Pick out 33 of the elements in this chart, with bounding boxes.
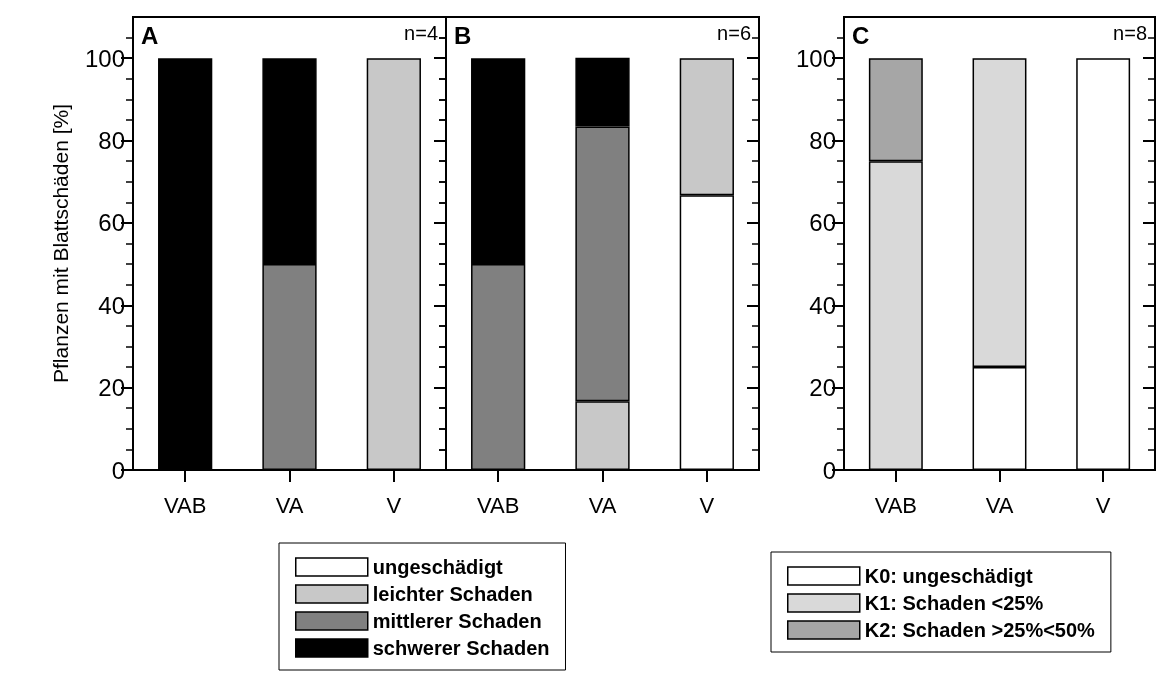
legend-label: K2: Schaden >25%<50% (864, 619, 1096, 641)
annotation: B (454, 21, 472, 49)
x-tick-label: V (386, 492, 402, 518)
legend-label: schwerer Schaden (372, 637, 550, 659)
x-tick-label: VA (588, 492, 617, 518)
annotation: n=8 (1113, 22, 1148, 44)
x-tick-label: VAB (163, 492, 207, 518)
x-tick-label: V (1095, 492, 1111, 518)
legend-label: mittlerer Schaden (372, 610, 542, 632)
y-axis-title: Pflanzen mit Blattschäden [%] (49, 104, 72, 383)
annotation: A (141, 21, 159, 49)
legend-label: K0: ungeschädigt (864, 565, 1033, 587)
x-tick-label: VA (985, 492, 1014, 518)
y-tick-label: 40 (809, 291, 836, 319)
y-tick-label: 100 (84, 44, 125, 72)
annotation: C (852, 21, 870, 49)
y-tick-label: 20 (98, 374, 125, 402)
x-tick-label: VAB (476, 492, 520, 518)
legend-label: K1: Schaden <25% (864, 592, 1044, 614)
annotation: n=4 (404, 22, 439, 44)
y-tick-label: 60 (98, 209, 125, 237)
y-tick-label: 60 (809, 209, 836, 237)
x-tick-label: VA (275, 492, 304, 518)
y-tick-label: 80 (809, 127, 836, 155)
legend-label: ungeschädigt (372, 556, 504, 578)
y-tick-label: 100 (795, 44, 836, 72)
x-tick-label: V (699, 492, 715, 518)
annotation: n=6 (717, 22, 752, 44)
y-tick-label: 40 (98, 291, 125, 319)
legend-label: leichter Schaden (372, 583, 533, 605)
x-tick-label: VAB (874, 492, 918, 518)
y-tick-label: 20 (809, 374, 836, 402)
y-tick-label: 80 (98, 127, 125, 155)
